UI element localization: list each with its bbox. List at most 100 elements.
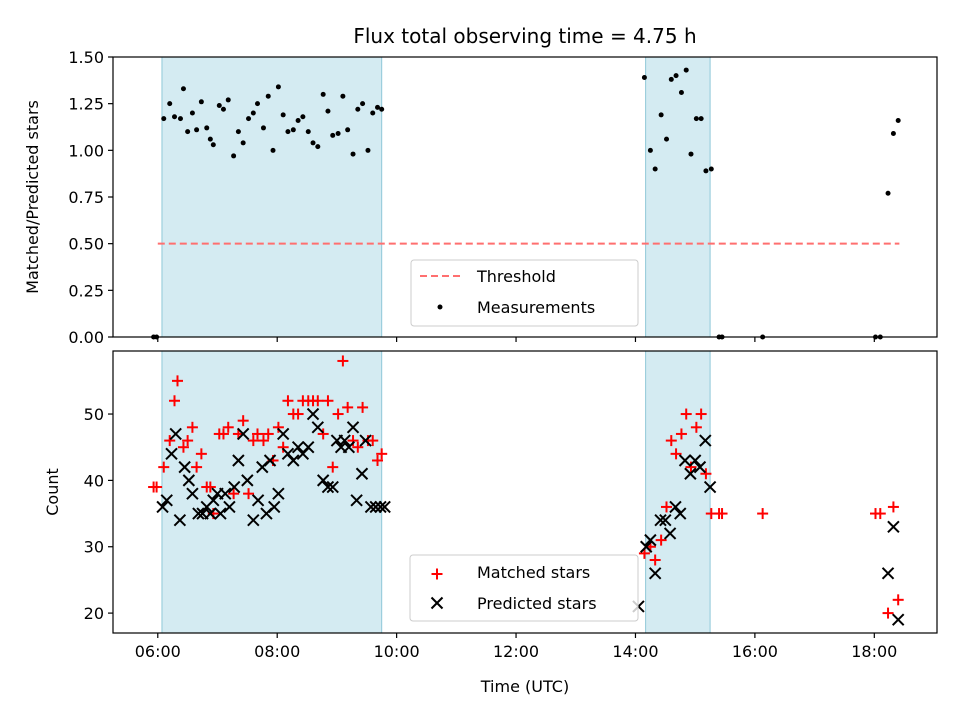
y-tick-label: 30 xyxy=(84,538,104,557)
matched-star-point xyxy=(649,554,661,566)
y-tick-label: 0.50 xyxy=(68,235,104,254)
matched-star-point xyxy=(169,395,181,407)
matched-star-point xyxy=(874,508,886,520)
measurement-point xyxy=(280,112,286,118)
predicted-star-point xyxy=(674,507,687,520)
top-panel: 0.00 0.25 0.50 0.75 1.00 1.25 1.50 Flux total … xyxy=(23,24,938,347)
legend-matched-label: Matched stars xyxy=(477,563,590,582)
measurement-point xyxy=(250,110,256,116)
measurement-point xyxy=(340,93,346,99)
predicted-star-point xyxy=(223,500,236,514)
measurement-point xyxy=(688,151,694,157)
legend-plus-marker xyxy=(431,568,443,580)
predicted-star-point xyxy=(204,507,217,520)
predicted-star-point xyxy=(219,487,232,500)
matched-star-point xyxy=(317,428,329,440)
predicted-star-point xyxy=(228,480,241,494)
matched-star-point xyxy=(882,607,894,619)
measurement-point xyxy=(189,110,195,116)
predicted-star-point xyxy=(173,513,187,527)
predicted-star-point xyxy=(182,474,196,487)
x-axis-label: Time (UTC) xyxy=(480,677,569,696)
measurement-point xyxy=(172,114,178,120)
matched-star-point xyxy=(191,461,203,473)
matched-star-point xyxy=(272,421,284,433)
matched-star-point xyxy=(151,481,163,493)
measurement-point xyxy=(698,116,704,122)
predicted-star-point xyxy=(342,441,356,454)
predicted-star-point xyxy=(678,454,692,467)
predicted-star-point xyxy=(306,407,320,421)
predicted-star-point xyxy=(640,540,653,553)
legend-predicted-label: Predicted stars xyxy=(477,594,597,613)
measurement-point xyxy=(198,99,204,105)
top-shaded-intervals xyxy=(161,56,711,338)
measurement-point xyxy=(235,129,241,135)
bottom-legend-box xyxy=(409,554,639,622)
predicted-star-point xyxy=(355,467,369,480)
measurement-point xyxy=(641,75,647,81)
x-tick-label: 08:00 xyxy=(254,642,300,661)
predicted-star-point xyxy=(326,480,339,494)
predicted-star-point xyxy=(316,474,330,487)
measurement-point xyxy=(658,112,664,118)
measurement-point xyxy=(210,142,216,148)
legend-matched-swatch xyxy=(431,568,443,580)
matched-star-point xyxy=(251,428,263,440)
bottom-x-ticks: 06:00 08:00 10:00 12:00 14:00 16:00 18:00 xyxy=(135,633,897,661)
measurement-point xyxy=(300,114,306,120)
predicted-star-point xyxy=(369,500,382,514)
matched-star-point xyxy=(695,408,707,420)
matched-star-point xyxy=(357,401,369,413)
matched-star-point xyxy=(204,481,216,493)
chart-title: Flux total observing time = 4.75 h xyxy=(353,24,696,48)
matched-star-point xyxy=(661,501,673,513)
top-legend: Threshold Measurements xyxy=(410,259,639,327)
predicted-star-point xyxy=(374,500,387,514)
predicted-star-point xyxy=(247,513,260,527)
y-tick-label: 50 xyxy=(84,405,104,424)
predicted-star-point xyxy=(156,500,169,514)
measurement-point xyxy=(664,136,670,142)
predicted-star-point xyxy=(887,520,900,534)
measurement-point xyxy=(345,127,351,133)
matched-star-point xyxy=(322,395,334,407)
matched-star-point xyxy=(222,421,234,433)
matched-star-point xyxy=(282,395,294,407)
predicted-star-point xyxy=(302,441,315,454)
predicted-star-point xyxy=(165,447,178,461)
top-y-axis-label: Matched/Predicted stars xyxy=(23,100,42,294)
predicted-star-point xyxy=(160,494,173,507)
matched-star-point xyxy=(887,501,899,513)
matched-star-point xyxy=(312,395,324,407)
predicted-star-point xyxy=(688,454,702,467)
predicted-star-point xyxy=(321,480,335,494)
matched-star-point xyxy=(352,441,364,453)
predicted-star-point xyxy=(192,507,205,520)
predicted-star-point xyxy=(178,460,191,474)
measurement-point xyxy=(275,84,281,90)
predicted-star-point xyxy=(881,567,895,580)
measurement-point xyxy=(270,147,276,153)
measurement-point xyxy=(320,91,326,97)
measurement-point xyxy=(220,106,226,112)
bottom-panel: 20 30 40 50 06:00 08:00 10:00 12:00 14:00 16:00 1… xyxy=(43,350,938,696)
predicted-star-point xyxy=(214,507,227,520)
matched-star-point xyxy=(182,435,194,447)
shaded-interval xyxy=(645,56,711,338)
predicted-star-point xyxy=(669,500,682,514)
measurement-point xyxy=(693,116,699,122)
x-tick-label: 16:00 xyxy=(732,642,778,661)
measurement-point xyxy=(360,101,366,107)
predicted-star-point xyxy=(338,434,351,447)
top-x-ticks xyxy=(157,337,875,342)
legend-x-marker xyxy=(430,596,444,610)
measurement-point xyxy=(335,131,341,137)
predicted-stars-points xyxy=(156,407,905,626)
measurement-point xyxy=(177,116,183,122)
matched-star-point xyxy=(892,594,904,606)
matched-star-point xyxy=(655,534,667,546)
matched-star-point xyxy=(332,408,344,420)
x-tick-label: 14:00 xyxy=(612,642,658,661)
predicted-star-point xyxy=(346,421,360,434)
